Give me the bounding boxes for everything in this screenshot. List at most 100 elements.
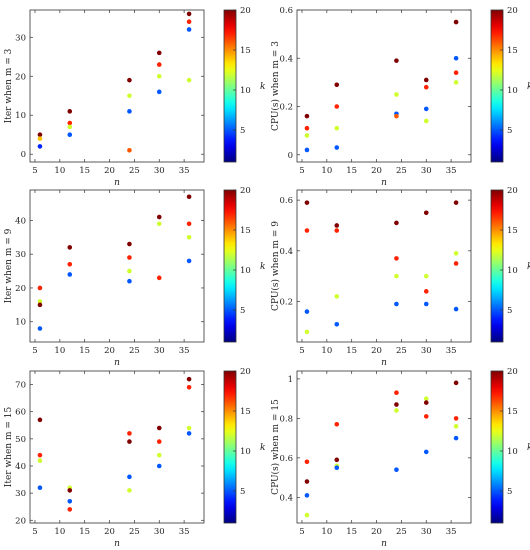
colorbar-gradient (223, 370, 237, 524)
colorbar-tick-label: 10 (507, 266, 518, 276)
data-point (453, 19, 459, 25)
x-tick-label: 35 (446, 166, 457, 176)
y-tick-label: 0.6 (279, 454, 293, 464)
data-point (453, 200, 459, 205)
y-tick-label: 20 (15, 284, 26, 294)
plot-frame (296, 189, 472, 343)
data-point (127, 268, 132, 274)
data-point (394, 402, 399, 407)
data-point (304, 493, 310, 498)
data-point (127, 439, 132, 444)
data-point (37, 132, 43, 138)
x-tick-label: 25 (129, 527, 140, 537)
colorbar-tick-label: 10 (240, 266, 251, 276)
data-point (394, 301, 399, 307)
y-tick-label: 0.6 (279, 6, 293, 16)
data-point (453, 423, 459, 429)
x-tick-label: 20 (104, 166, 115, 176)
data-point (67, 124, 73, 130)
y-tick-label: 10 (15, 111, 26, 121)
data-point (67, 262, 73, 267)
x-tick-label: 25 (396, 346, 407, 356)
data-point (127, 148, 132, 153)
x-tick-label: 35 (179, 527, 190, 537)
data-point (394, 273, 399, 279)
data-point (37, 417, 43, 423)
data-point (37, 285, 43, 291)
data-point (67, 488, 73, 493)
y-tick-label: 0.8 (279, 414, 293, 424)
x-tick-label: 30 (421, 527, 432, 537)
data-point (394, 220, 399, 226)
y-axis-label: Iter when m = 9 (4, 228, 14, 303)
y-axis-label: CPU(s) when m = 15 (270, 399, 281, 495)
data-point (304, 200, 310, 205)
x-tick-label: 25 (129, 166, 140, 176)
data-point (186, 376, 192, 382)
data-point (423, 396, 429, 401)
data-point (304, 309, 310, 314)
data-point (423, 289, 429, 294)
data-point (453, 251, 459, 256)
colorbar-gradient (490, 9, 504, 163)
x-tick-label: 10 (54, 346, 65, 356)
x-tick-label: 15 (79, 346, 90, 356)
x-tick-label: 30 (154, 166, 165, 176)
x-tick-label: 5 (299, 527, 304, 537)
x-tick-label: 15 (79, 166, 90, 176)
colorbar-tick-label: 20 (240, 6, 251, 16)
data-point (304, 459, 310, 465)
colorbar-gradient (490, 370, 504, 524)
data-point (394, 390, 399, 396)
x-tick-label: 10 (321, 166, 332, 176)
data-point (156, 425, 162, 431)
colorbar: 5 10 15 20 k (490, 186, 530, 343)
y-tick-label: 0.4 (279, 54, 293, 64)
data-point (423, 77, 429, 83)
data-point (334, 104, 340, 109)
data-point (67, 132, 73, 138)
y-tick-label: 30 (15, 250, 26, 260)
colorbar-tick-label: 20 (507, 186, 518, 196)
scatter-panel-3: 5 10 15 20 25 30 35 10 20 30 40 n Iter when m = 9 5 10… (4, 186, 265, 368)
data-point (127, 255, 132, 260)
colorbar-gradient (223, 189, 237, 343)
plot-frame (296, 9, 472, 163)
data-point (334, 228, 340, 233)
data-point (67, 498, 73, 504)
data-point (186, 77, 192, 83)
data-point (127, 474, 132, 480)
colorbar-tick-label: 15 (240, 226, 251, 236)
data-point (186, 221, 192, 227)
plot-frame (29, 9, 205, 163)
x-tick-label: 15 (79, 527, 90, 537)
x-tick-label: 5 (299, 346, 304, 356)
data-point (127, 241, 132, 247)
colorbar-tick-label: 15 (240, 407, 251, 417)
scatter-panel-2: 5 10 15 20 25 30 35 0 0.2 0.4 0.6 n CPU(s) when m = … (270, 6, 530, 188)
x-tick-label: 20 (371, 346, 382, 356)
x-tick-label: 10 (54, 166, 65, 176)
colorbar: 5 10 15 20 k (223, 186, 265, 343)
plot-frame (296, 370, 472, 524)
y-tick-label: 20 (15, 72, 26, 82)
data-point (334, 321, 340, 327)
data-point (453, 380, 459, 386)
data-point (67, 272, 73, 277)
data-point (37, 302, 43, 308)
colorbar-tick-label: 15 (240, 46, 251, 56)
data-point (37, 136, 43, 141)
data-point (156, 62, 162, 67)
colorbar-label: k (527, 82, 530, 92)
data-point (334, 125, 340, 131)
x-tick-label: 10 (54, 527, 65, 537)
x-tick-label: 35 (179, 346, 190, 356)
y-axis-label: Iter when m = 15 (4, 407, 14, 488)
colorbar-tick-label: 20 (240, 186, 251, 196)
colorbar-tick-label: 5 (507, 487, 512, 497)
y-tick-label: 0.4 (279, 247, 293, 257)
y-tick-label: 70 (15, 381, 26, 391)
data-point (423, 301, 429, 307)
data-point (453, 416, 459, 421)
colorbar-label: k (527, 443, 530, 453)
